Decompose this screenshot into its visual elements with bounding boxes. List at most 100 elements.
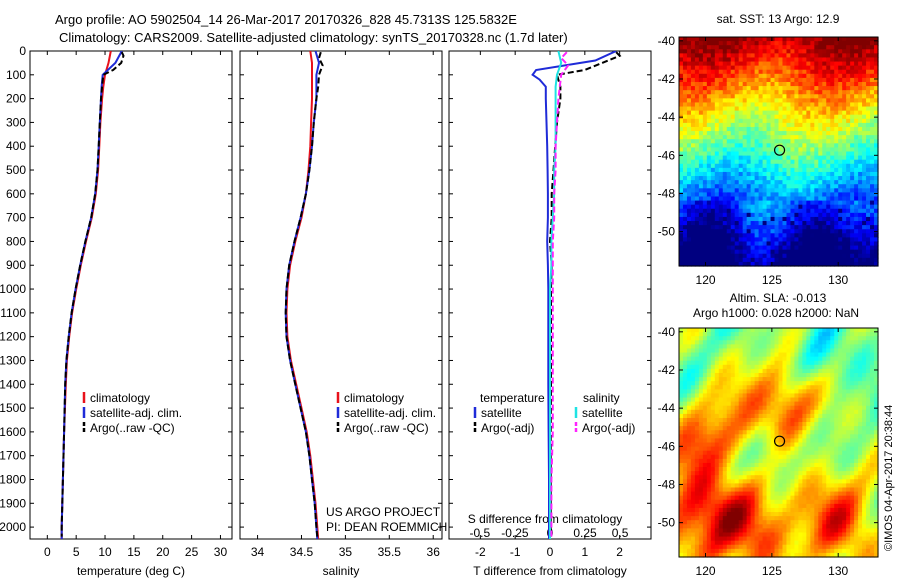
map-cell <box>762 196 768 202</box>
map-cell <box>790 192 796 198</box>
map-cell <box>762 241 768 247</box>
map-cell <box>770 159 776 165</box>
temperature-xtick-label: 0 <box>44 545 51 559</box>
map-cell <box>738 381 744 386</box>
map-cell <box>786 413 792 419</box>
map-cell <box>858 114 863 120</box>
map-cell <box>850 102 855 108</box>
map-cell <box>690 528 696 534</box>
map-cell <box>850 241 855 247</box>
map-cell <box>730 221 736 226</box>
map-cell <box>738 475 744 480</box>
map-cell <box>718 372 724 378</box>
map-cell <box>762 520 768 525</box>
map-cell <box>806 528 811 534</box>
map-cell <box>726 102 732 108</box>
map-cell <box>782 348 788 354</box>
map-cell <box>782 192 788 198</box>
map-cell <box>870 41 875 46</box>
map-cell <box>870 143 875 149</box>
map-cell <box>710 328 716 333</box>
map-cell <box>738 135 744 140</box>
map-cell <box>714 261 720 267</box>
map-cell <box>746 352 752 358</box>
map-cell <box>686 229 692 234</box>
map-cell <box>730 475 736 480</box>
map-cell <box>706 393 712 399</box>
map-cell <box>710 81 716 87</box>
map-cell <box>862 135 867 140</box>
map-cell <box>682 81 688 87</box>
map-cell <box>870 57 875 63</box>
map-cell <box>774 106 780 112</box>
map-cell <box>702 53 708 59</box>
map-cell <box>710 151 716 157</box>
map-cell <box>810 200 815 206</box>
map-cell <box>722 528 728 534</box>
map-cell <box>810 397 815 403</box>
map-cell <box>722 348 728 354</box>
map-cell <box>782 413 788 419</box>
map-cell <box>730 204 736 210</box>
map-cell <box>698 381 704 386</box>
map-cell <box>842 188 847 193</box>
map-cell <box>682 454 688 460</box>
map-cell <box>706 49 712 54</box>
map-cell <box>770 438 776 444</box>
map-cell <box>810 155 815 161</box>
map-cell <box>714 328 720 333</box>
map-cell <box>714 544 720 550</box>
map-cell <box>802 434 807 440</box>
map-cell <box>798 467 803 472</box>
map-cell <box>774 245 780 251</box>
map-cell <box>866 159 871 165</box>
map-cell <box>734 233 740 238</box>
map-cell <box>686 467 692 472</box>
map-cell <box>850 126 855 132</box>
map-cell <box>810 57 815 63</box>
map-cell <box>702 151 708 157</box>
map-cell <box>746 204 752 210</box>
map-cell <box>682 516 688 521</box>
map-cell <box>818 241 823 247</box>
map-cell <box>846 118 851 124</box>
map-cell <box>754 135 760 140</box>
map-cell <box>770 528 776 534</box>
map-cell <box>802 53 807 59</box>
map-cell <box>702 520 708 525</box>
map-cell <box>722 126 728 132</box>
map-cell <box>702 200 708 206</box>
map-cell <box>738 41 744 46</box>
depth-tick-label: 900 <box>6 258 26 272</box>
map-cell <box>730 532 736 538</box>
map-cell <box>746 212 752 218</box>
map-cell <box>850 192 855 198</box>
map-cell <box>810 229 815 234</box>
map-cell <box>690 37 696 42</box>
map-cell <box>810 405 815 411</box>
map-cell <box>702 98 708 104</box>
map-cell <box>766 171 772 177</box>
map-cell <box>794 151 799 157</box>
map-cell <box>742 360 748 366</box>
map-cell <box>698 139 704 144</box>
map-cell <box>790 102 796 108</box>
map-cell <box>802 385 807 390</box>
map-cell <box>850 90 855 95</box>
map-cell <box>786 393 792 399</box>
map-cell <box>810 81 815 87</box>
map-cell <box>838 233 843 238</box>
map-cell <box>722 540 728 546</box>
map-cell <box>846 126 851 132</box>
map-cell <box>738 167 744 173</box>
map-cell <box>718 241 724 247</box>
map-cell <box>734 495 740 501</box>
map-cell <box>690 512 696 517</box>
map-cell <box>762 393 768 399</box>
map-cell <box>742 377 748 382</box>
map-cell <box>694 184 700 189</box>
map-cell <box>810 188 815 193</box>
map-cell <box>802 163 807 169</box>
sla-map-cells <box>679 328 879 558</box>
map-cell <box>734 471 740 476</box>
